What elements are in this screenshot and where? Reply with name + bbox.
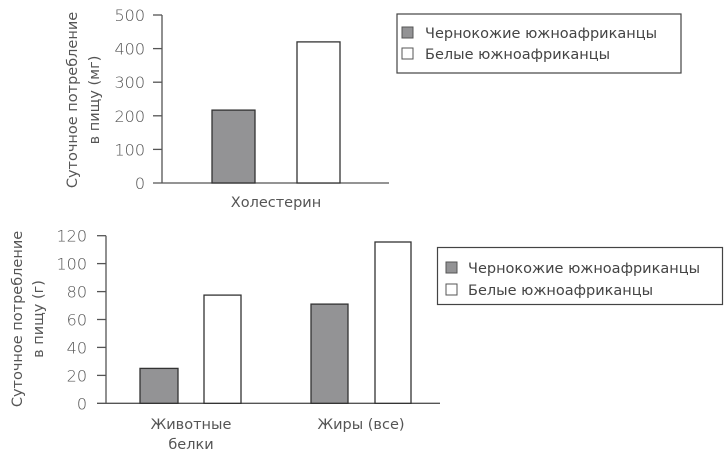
y-ticks xyxy=(153,14,162,151)
bar-white-fats xyxy=(374,241,412,404)
y-tick-label: 80 xyxy=(67,283,87,302)
y-axis-title: Суточное потребление в пищу (г) xyxy=(10,231,47,407)
y-axis-title-line-2: в пищу (мг) xyxy=(87,56,103,145)
chart-proteins-fats: Суточное потребление в пищу (г) 0 20 40 … xyxy=(10,227,724,453)
y-tick-labels: 0 100 200 300 400 500 xyxy=(114,6,145,193)
y-tick-label: 100 xyxy=(56,255,87,274)
legend-label-black: Чернокожие южноафриканцы xyxy=(468,261,700,277)
legend-label-white: Белые южноафриканцы xyxy=(468,283,653,299)
legend-top: Чернокожие южноафриканцы Белые южноафрик… xyxy=(396,13,682,74)
y-ticks xyxy=(97,235,106,377)
y-axis-title-line-1: Суточное потребление xyxy=(65,12,81,188)
legend-swatch-black xyxy=(445,261,458,274)
y-tick-labels: 0 20 40 60 80 100 120 xyxy=(56,227,87,414)
legend-swatch-white xyxy=(401,47,414,60)
bar-black-cholesterol xyxy=(211,109,256,184)
chart-cholesterol: Суточное потребление в пищу (мг) 0 100 2… xyxy=(65,6,682,211)
y-tick-label: 120 xyxy=(56,227,87,246)
y-axis-title-line-1: Суточное потребление xyxy=(10,231,26,407)
y-tick-label: 500 xyxy=(114,6,145,25)
legend-swatch-white xyxy=(445,283,458,296)
legend-bottom: Чернокожие южноафриканцы Белые южноафрик… xyxy=(436,246,724,306)
y-tick-label: 0 xyxy=(77,394,87,413)
y-axis-title-line-2: в пищу (г) xyxy=(31,280,47,358)
category-label-animal-protein-line-1: Животные xyxy=(151,417,232,433)
y-tick-label: 100 xyxy=(114,140,145,159)
bar-black-animal-protein xyxy=(139,367,179,404)
y-tick-label: 60 xyxy=(67,311,87,330)
bar-white-cholesterol xyxy=(296,41,341,184)
y-tick-label: 400 xyxy=(114,40,145,59)
y-tick-label: 0 xyxy=(135,174,145,193)
y-tick-label: 200 xyxy=(114,107,145,126)
category-label-animal-protein-line-2: белки xyxy=(168,437,213,453)
y-tick-label: 300 xyxy=(114,73,145,92)
category-label-cholesterol: Холестерин xyxy=(231,195,321,211)
bar-black-fats xyxy=(310,303,349,404)
y-axis-title: Суточное потребление в пищу (мг) xyxy=(65,12,103,188)
legend-label-white: Белые южноафриканцы xyxy=(425,47,610,63)
bar-white-animal-protein xyxy=(203,294,242,404)
legend-swatch-black xyxy=(401,26,414,39)
y-tick-label: 40 xyxy=(67,338,87,357)
category-label-fats: Жиры (все) xyxy=(317,417,404,433)
y-tick-label: 20 xyxy=(67,366,87,385)
legend-label-black: Чернокожие южноафриканцы xyxy=(425,26,657,42)
